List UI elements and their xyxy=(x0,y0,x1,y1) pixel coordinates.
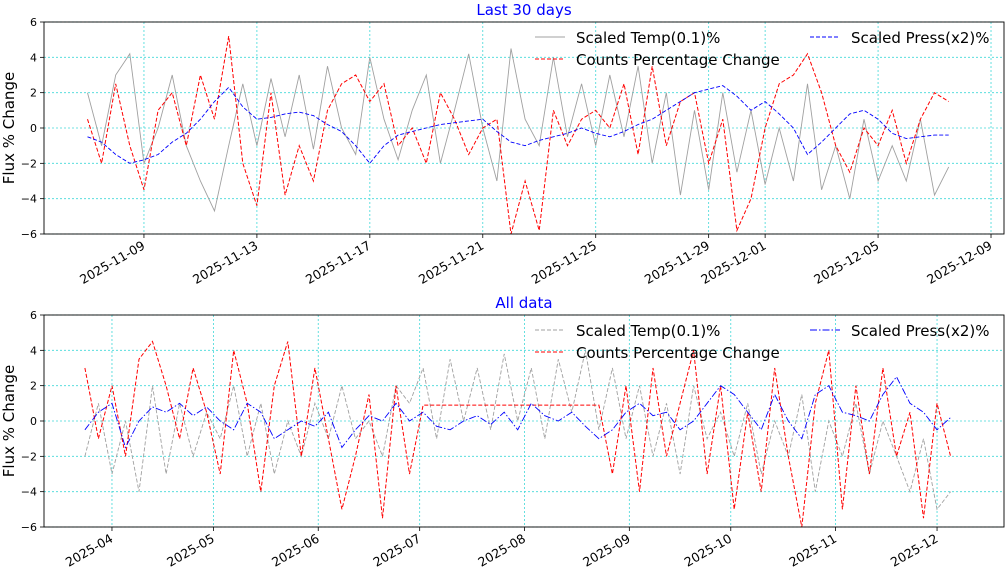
axes-frame xyxy=(43,314,1005,528)
legend-label: Scaled Temp(0.1)% xyxy=(576,29,720,47)
legend-item: Counts Percentage Change xyxy=(535,344,780,362)
legend-label: Counts Percentage Change xyxy=(576,344,780,362)
axes-frame xyxy=(43,21,1005,235)
legend: Scaled Temp(0.1)% Counts Percentage Chang… xyxy=(535,322,990,362)
legend-label: Scaled Press(x2)% xyxy=(851,29,990,47)
y-tick-label: −6 xyxy=(21,228,37,241)
x-tick-label: 2025-11-13 xyxy=(190,238,260,287)
chart-title: All data xyxy=(495,294,552,312)
x-tick-label: 2025-11-25 xyxy=(529,238,599,287)
subplot-1: 2025-11-09 2025-11-13 2025-11-17 2025-11-21… xyxy=(0,1,1005,287)
legend-item: Scaled Temp(0.1)% xyxy=(535,322,720,340)
x-tick-label: 2025-04 xyxy=(63,531,116,570)
y-axis-label: Flux % Change xyxy=(0,365,18,477)
x-tick-label: 2025-11-09 xyxy=(77,238,147,287)
x-tick-label: 2025-05 xyxy=(164,531,217,570)
y-tick-label: 4 xyxy=(30,51,37,64)
y-tick-label: −4 xyxy=(21,486,37,499)
y-tick-label: 0 xyxy=(30,122,37,135)
series-line-scaled-temp-0-1- xyxy=(87,48,950,213)
legend-item: Scaled Press(x2)% xyxy=(810,29,990,47)
x-tick-label: 2025-12-05 xyxy=(811,238,881,287)
x-tick-label: 2025-06 xyxy=(269,531,322,570)
y-tick-label: −2 xyxy=(21,450,37,463)
series-line-counts-percentage-change xyxy=(84,340,952,527)
series-line-scaled-temp-0-1- xyxy=(84,350,951,511)
x-tick-label: 2025-11 xyxy=(786,531,839,570)
legend-item: Scaled Press(x2)% xyxy=(810,322,990,340)
series-line-scaled-press-x2- xyxy=(87,85,949,165)
x-tick-label: 2025-11-21 xyxy=(416,238,486,287)
x-tick-label: 2025-12-09 xyxy=(924,238,994,287)
y-axis-label: Flux % Change xyxy=(0,72,18,184)
legend-label: Scaled Temp(0.1)% xyxy=(576,322,720,340)
y-tick-label: 6 xyxy=(30,309,37,322)
legend-label: Scaled Press(x2)% xyxy=(851,322,990,340)
x-tick-label: 2025-09 xyxy=(580,531,633,570)
y-tick-label: 2 xyxy=(30,87,37,100)
x-tick-label: 2025-12 xyxy=(888,531,941,570)
series-line-scaled-press-x2- xyxy=(84,375,951,449)
y-tick-label: 6 xyxy=(30,16,37,29)
legend-item: Counts Percentage Change xyxy=(535,51,780,69)
series-line-counts-percentage-change xyxy=(87,36,949,234)
chart-title: Last 30 days xyxy=(476,1,571,19)
subplot-2: 2025-04 2025-05 2025-06 2025-07 2025-08 2025-… xyxy=(0,294,1005,570)
legend-item: Scaled Temp(0.1)% xyxy=(535,29,720,47)
y-tick-label: 0 xyxy=(30,415,37,428)
y-tick-label: −4 xyxy=(21,193,37,206)
y-tick-label: −2 xyxy=(21,157,37,170)
y-tick-label: −6 xyxy=(21,521,37,534)
y-tick-label: 2 xyxy=(30,380,37,393)
x-tick-label: 2025-07 xyxy=(370,531,423,570)
legend: Scaled Temp(0.1)% Counts Percentage Chang… xyxy=(535,29,990,69)
x-tick-label: 2025-08 xyxy=(475,531,528,570)
x-tick-label: 2025-11-17 xyxy=(303,238,373,287)
y-tick-label: 4 xyxy=(30,344,37,357)
legend-label: Counts Percentage Change xyxy=(576,51,780,69)
x-tick-label: 2025-10 xyxy=(682,531,735,570)
